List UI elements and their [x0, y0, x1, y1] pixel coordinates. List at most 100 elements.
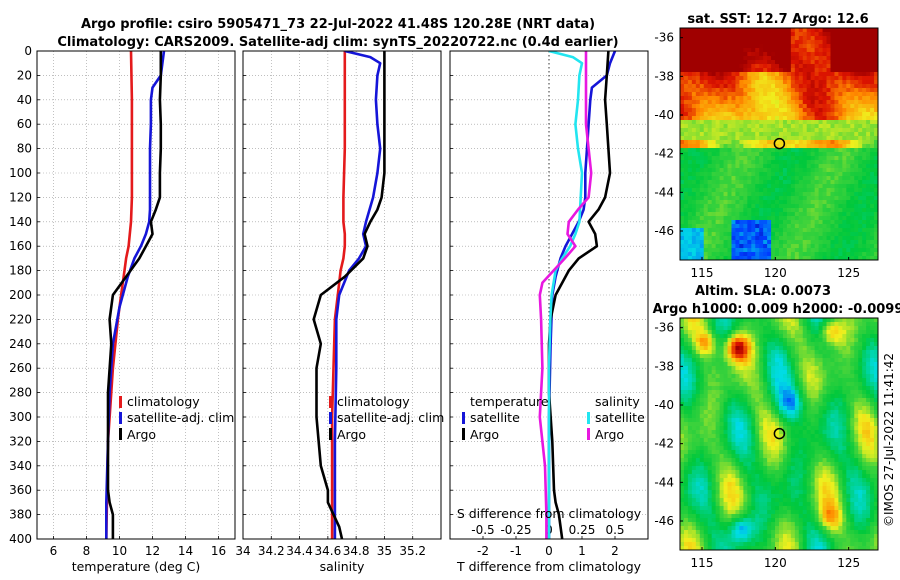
heatmap-cell	[699, 36, 705, 41]
heatmap-cell	[822, 212, 828, 217]
heatmap-cell	[858, 40, 863, 45]
heatmap-cell	[830, 342, 836, 347]
heatmap-cell	[870, 426, 875, 431]
heatmap-cell	[854, 450, 859, 455]
heatmap-cell	[870, 68, 875, 73]
heatmap-cell	[723, 48, 729, 53]
heatmap-cell	[695, 414, 701, 419]
heatmap-cell	[687, 322, 693, 327]
heatmap-cell	[711, 96, 717, 101]
heatmap-cell	[806, 454, 812, 459]
heatmap-cell	[834, 382, 839, 387]
heatmap-cell	[747, 36, 752, 41]
heatmap-cell	[743, 92, 748, 97]
heatmap-cell	[763, 350, 768, 355]
heatmap-cell	[806, 434, 812, 439]
heatmap-cell	[759, 184, 764, 189]
heatmap-cell	[786, 40, 792, 45]
heatmap-cell	[723, 394, 729, 399]
heatmap-cell	[695, 228, 701, 233]
heatmap-cell	[727, 52, 733, 57]
heatmap-cell	[830, 366, 836, 371]
heatmap-cell	[727, 422, 733, 427]
heatmap-cell	[715, 240, 721, 245]
heatmap-cell	[814, 244, 820, 249]
heatmap-cell	[731, 116, 737, 121]
heatmap-cell	[687, 40, 693, 45]
heatmap-cell	[731, 140, 737, 145]
heatmap-cell	[743, 64, 748, 69]
heatmap-cell	[790, 44, 796, 49]
heatmap-cell	[818, 362, 824, 367]
heatmap-cell	[826, 52, 832, 57]
heatmap-cell	[735, 152, 740, 157]
heatmap-cell	[826, 334, 832, 339]
heatmap-cell	[818, 326, 824, 331]
heatmap-cell	[699, 386, 705, 391]
heatmap-cell	[723, 248, 729, 253]
heatmap-cell	[810, 370, 816, 375]
heatmap-cell	[735, 414, 740, 419]
heatmap-cell	[715, 60, 721, 65]
heatmap-cell	[683, 326, 689, 331]
heatmap-cell	[866, 224, 871, 229]
heatmap-cell	[747, 128, 752, 133]
heatmap-cell	[802, 386, 808, 391]
heatmap-cell	[858, 252, 863, 257]
heatmap-cell	[854, 204, 859, 209]
heatmap-cell	[798, 136, 804, 141]
heatmap-cell	[695, 60, 701, 65]
heatmap-cell	[818, 358, 824, 363]
heatmap-cell	[715, 414, 721, 419]
heatmap-cell	[786, 366, 792, 371]
heatmap-cell	[683, 318, 689, 323]
heatmap-cell	[767, 386, 772, 391]
heatmap-cell	[786, 68, 792, 73]
heatmap-cell	[731, 168, 737, 173]
heatmap-cell	[846, 112, 851, 117]
heatmap-cell	[822, 204, 828, 209]
heatmap-cell	[707, 422, 713, 427]
heatmap-cell	[775, 362, 780, 367]
heatmap-cell	[739, 346, 744, 351]
heatmap-cell	[755, 208, 760, 213]
heatmap-cell	[680, 374, 685, 379]
heatmap-cell	[802, 148, 808, 153]
heatmap-cell	[723, 398, 729, 403]
heatmap-cell	[771, 100, 776, 105]
heatmap-cell	[854, 32, 859, 37]
heatmap-cell	[775, 454, 780, 459]
heatmap-cell	[826, 144, 832, 149]
heatmap-cell	[747, 256, 752, 260]
heatmap-cell	[858, 88, 863, 93]
heatmap-cell	[854, 228, 859, 233]
heatmap-cell	[782, 402, 788, 407]
heatmap-cell	[739, 52, 744, 57]
heatmap-cell	[743, 132, 748, 137]
heatmap-cell	[834, 32, 839, 37]
heatmap-cell	[755, 346, 760, 351]
heatmap-cell	[747, 88, 752, 93]
heatmap-cell	[834, 458, 839, 463]
heatmap-cell	[759, 180, 764, 185]
heatmap-cell	[715, 128, 721, 133]
heatmap-cell	[707, 136, 713, 141]
heatmap-cell	[687, 402, 693, 407]
heatmap-cell	[755, 318, 760, 323]
heatmap-cell	[779, 446, 784, 451]
heatmap-cell	[747, 172, 752, 177]
heatmap-cell	[814, 84, 820, 89]
heatmap-cell	[751, 338, 756, 343]
depth-tick-label-100: 100	[9, 166, 32, 180]
heatmap-cell	[786, 322, 792, 327]
heatmap-cell	[723, 390, 729, 395]
heatmap-cell	[691, 80, 697, 85]
heatmap-cell	[870, 112, 875, 117]
heatmap-cell	[794, 394, 800, 399]
heatmap-cell	[779, 204, 784, 209]
heatmap-cell	[775, 252, 780, 257]
heatmap-cell	[751, 346, 756, 351]
heatmap-cell	[806, 204, 812, 209]
heatmap-cell	[814, 36, 820, 41]
heatmap-cell	[798, 72, 804, 77]
